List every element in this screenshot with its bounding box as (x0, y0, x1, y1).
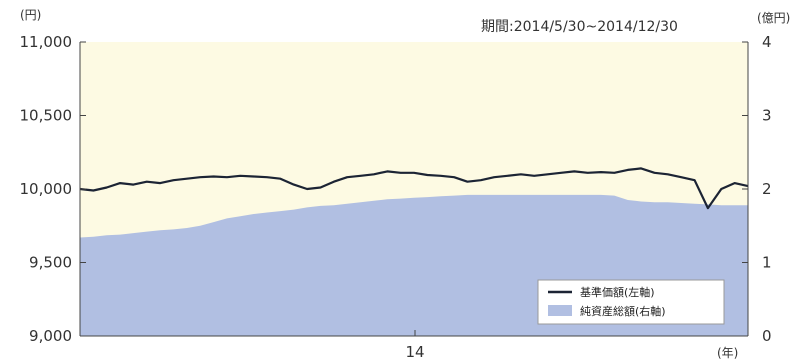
left-tick-label: 9,000 (29, 327, 72, 345)
left-tick-label: 10,000 (20, 180, 73, 198)
legend-label-nav: 基準価額(左軸) (580, 285, 655, 299)
right-tick-label: 1 (762, 254, 772, 272)
left-tick-label: 9,500 (29, 254, 72, 272)
legend-label-net-assets: 純資産総額(右軸) (580, 304, 666, 318)
legend-box (537, 279, 725, 325)
left-tick-label: 10,500 (20, 107, 73, 125)
x-axis-unit: (年) (717, 346, 738, 360)
x-tick-label: 14 (405, 343, 424, 361)
right-tick-label: 4 (762, 33, 772, 51)
legend: 基準価額(左軸) 純資産総額(右軸) (537, 279, 725, 325)
right-tick-label: 0 (762, 327, 772, 345)
legend-swatch-net-assets (548, 305, 572, 316)
left-tick-label: 11,000 (20, 33, 73, 51)
left-axis-unit: (円) (20, 8, 41, 22)
line-series-nav (79, 167, 749, 210)
period-label: 期間:2014/5/30~2014/12/30 (481, 19, 678, 35)
right-axis-unit: (億円) (757, 11, 790, 25)
right-tick-label: 2 (762, 180, 772, 198)
right-tick-label: 3 (762, 107, 772, 125)
